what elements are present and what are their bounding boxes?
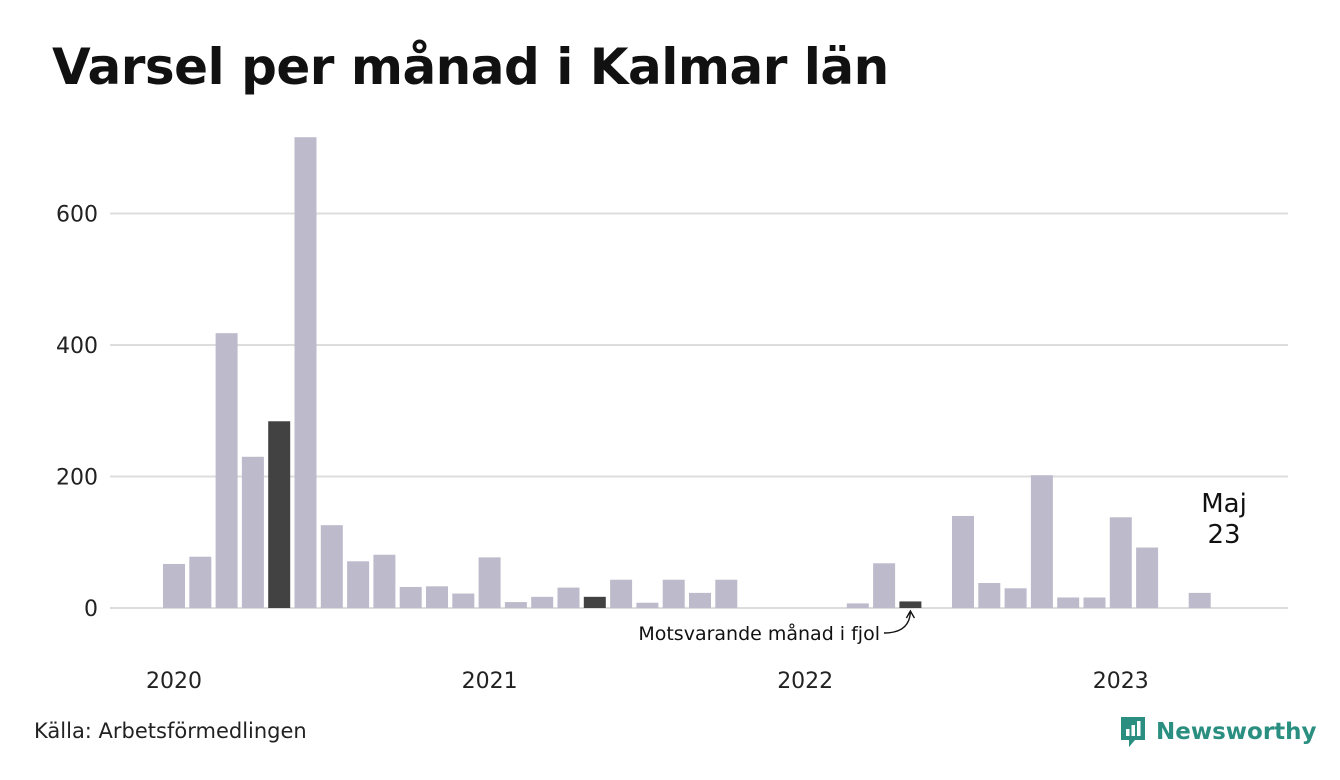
- bar-2022-11: [1057, 597, 1080, 608]
- latest-year-label: 23: [1207, 520, 1240, 550]
- x-tick-label: 2020: [146, 669, 202, 694]
- bar-2020-02: [189, 556, 212, 608]
- source-note: Källa: Arbetsförmedlingen: [34, 719, 307, 743]
- bar-2021-04: [557, 587, 580, 608]
- x-tick-label: 2023: [1093, 669, 1149, 694]
- y-tick-label: 0: [84, 597, 98, 622]
- brand-name: Newsworthy: [1156, 719, 1317, 745]
- previous-year-label: Motsvarande månad i fjol: [638, 622, 880, 645]
- bar-2023-04: [1188, 592, 1211, 608]
- bar-2022-12: [1083, 597, 1106, 608]
- x-tick-label: 2022: [777, 669, 833, 694]
- bar-2021-07: [636, 602, 659, 608]
- x-tick-label: 2021: [462, 669, 518, 694]
- bar-2021-08: [662, 579, 685, 608]
- bar-2022-08: [978, 583, 1001, 608]
- bar-2022-04: [873, 563, 896, 608]
- bar-2021-05: [583, 596, 606, 608]
- callout-arrow: [883, 611, 912, 634]
- bar-2022-03: [846, 603, 869, 608]
- bar-2020-05: [268, 421, 291, 608]
- bar-2020-01: [163, 563, 185, 608]
- bars: [163, 137, 1211, 609]
- y-axis-ticks: 0 200 400 600: [56, 203, 98, 623]
- bar-2021-10: [715, 579, 738, 608]
- bar-2020-08: [347, 561, 370, 608]
- bar-2022-05: [899, 601, 922, 608]
- latest-month-label: Maj: [1201, 489, 1247, 519]
- bar-2020-06: [294, 137, 317, 609]
- y-tick-label: 400: [56, 334, 98, 359]
- bar-2021-03: [531, 596, 554, 608]
- bar-2022-10: [1030, 475, 1053, 608]
- bar-2022-09: [1004, 588, 1027, 608]
- y-tick-label: 600: [56, 203, 98, 228]
- bar-2020-10: [399, 586, 422, 608]
- chart-title: Varsel per månad i Kalmar län: [52, 38, 889, 96]
- bar-2023-02: [1136, 547, 1159, 608]
- bar-2020-03: [215, 333, 238, 608]
- bar-2020-11: [426, 586, 448, 608]
- bar-2021-01: [478, 557, 501, 608]
- y-tick-label: 200: [56, 466, 98, 491]
- brand-logo[interactable]: Newsworthy: [1118, 712, 1317, 752]
- bar-2020-09: [373, 554, 396, 608]
- x-axis-ticks: 2020 2021 2022 2023: [146, 669, 1149, 694]
- bar-2021-02: [504, 602, 527, 608]
- bar-2022-07: [952, 515, 974, 608]
- callout-arrowhead: [905, 609, 916, 619]
- bar-2020-12: [452, 593, 475, 608]
- bar-2020-04: [241, 456, 264, 608]
- bar-2021-06: [610, 579, 633, 608]
- bar-2021-09: [689, 592, 711, 608]
- bar-2023-01: [1109, 517, 1132, 608]
- newsworthy-logo-icon: [1121, 717, 1145, 747]
- bar-2020-07: [320, 525, 343, 608]
